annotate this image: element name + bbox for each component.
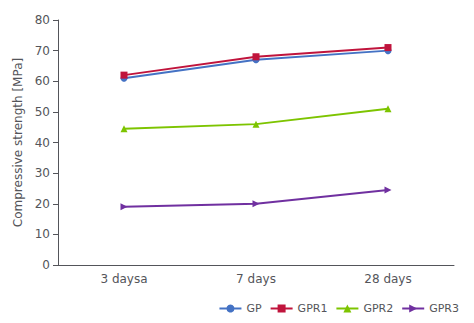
svg-text:0: 0 [42, 258, 50, 272]
svg-text:60: 60 [35, 74, 50, 88]
svg-text:20: 20 [35, 197, 50, 211]
svg-text:GPR3: GPR3 [429, 302, 459, 315]
svg-text:3 daysa: 3 daysa [100, 272, 147, 286]
svg-text:GPR2: GPR2 [363, 302, 393, 315]
svg-text:80: 80 [35, 13, 50, 27]
svg-text:40: 40 [35, 136, 50, 150]
svg-text:7 days: 7 days [236, 272, 276, 286]
svg-text:50: 50 [35, 105, 50, 119]
svg-text:10: 10 [35, 227, 50, 241]
svg-text:Compressive strength [MPa]: Compressive strength [MPa] [11, 58, 25, 227]
svg-text:GP: GP [246, 302, 262, 315]
svg-text:70: 70 [35, 44, 50, 58]
svg-text:30: 30 [35, 166, 50, 180]
svg-text:28 days: 28 days [364, 272, 411, 286]
svg-text:GPR1: GPR1 [298, 302, 328, 315]
